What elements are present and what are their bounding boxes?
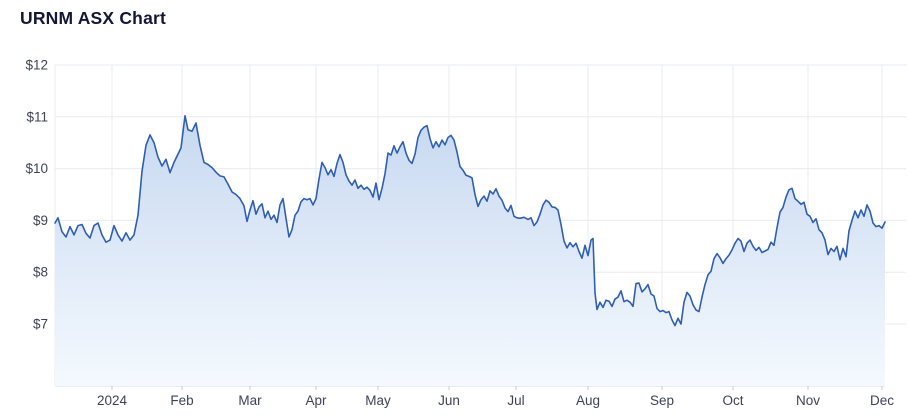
y-tick-label: $10 xyxy=(25,161,48,176)
y-tick-label: $8 xyxy=(33,265,48,280)
y-tick-label: $9 xyxy=(33,213,48,228)
y-tick-label: $11 xyxy=(26,109,48,124)
y-tick-label: $7 xyxy=(33,317,48,332)
chart-title: URNM ASX Chart xyxy=(20,8,167,28)
x-tick-label: Apr xyxy=(305,393,327,408)
y-tick-label: $12 xyxy=(25,58,48,73)
x-tick-label: Nov xyxy=(796,393,820,408)
x-tick-label: Feb xyxy=(170,393,193,408)
x-tick-label: Aug xyxy=(576,393,600,408)
x-tick-label: Jul xyxy=(507,393,524,408)
x-tick-label: May xyxy=(365,393,391,408)
price-line[interactable] xyxy=(54,115,886,327)
x-tick-label: Jun xyxy=(438,393,460,408)
price-area xyxy=(55,115,885,387)
x-tick-label: Oct xyxy=(722,393,743,408)
x-tick-label: Mar xyxy=(238,393,262,408)
x-tick-label: Dec xyxy=(870,393,894,408)
x-tick-label: 2024 xyxy=(97,393,128,408)
x-tick-label: Sep xyxy=(650,393,674,408)
